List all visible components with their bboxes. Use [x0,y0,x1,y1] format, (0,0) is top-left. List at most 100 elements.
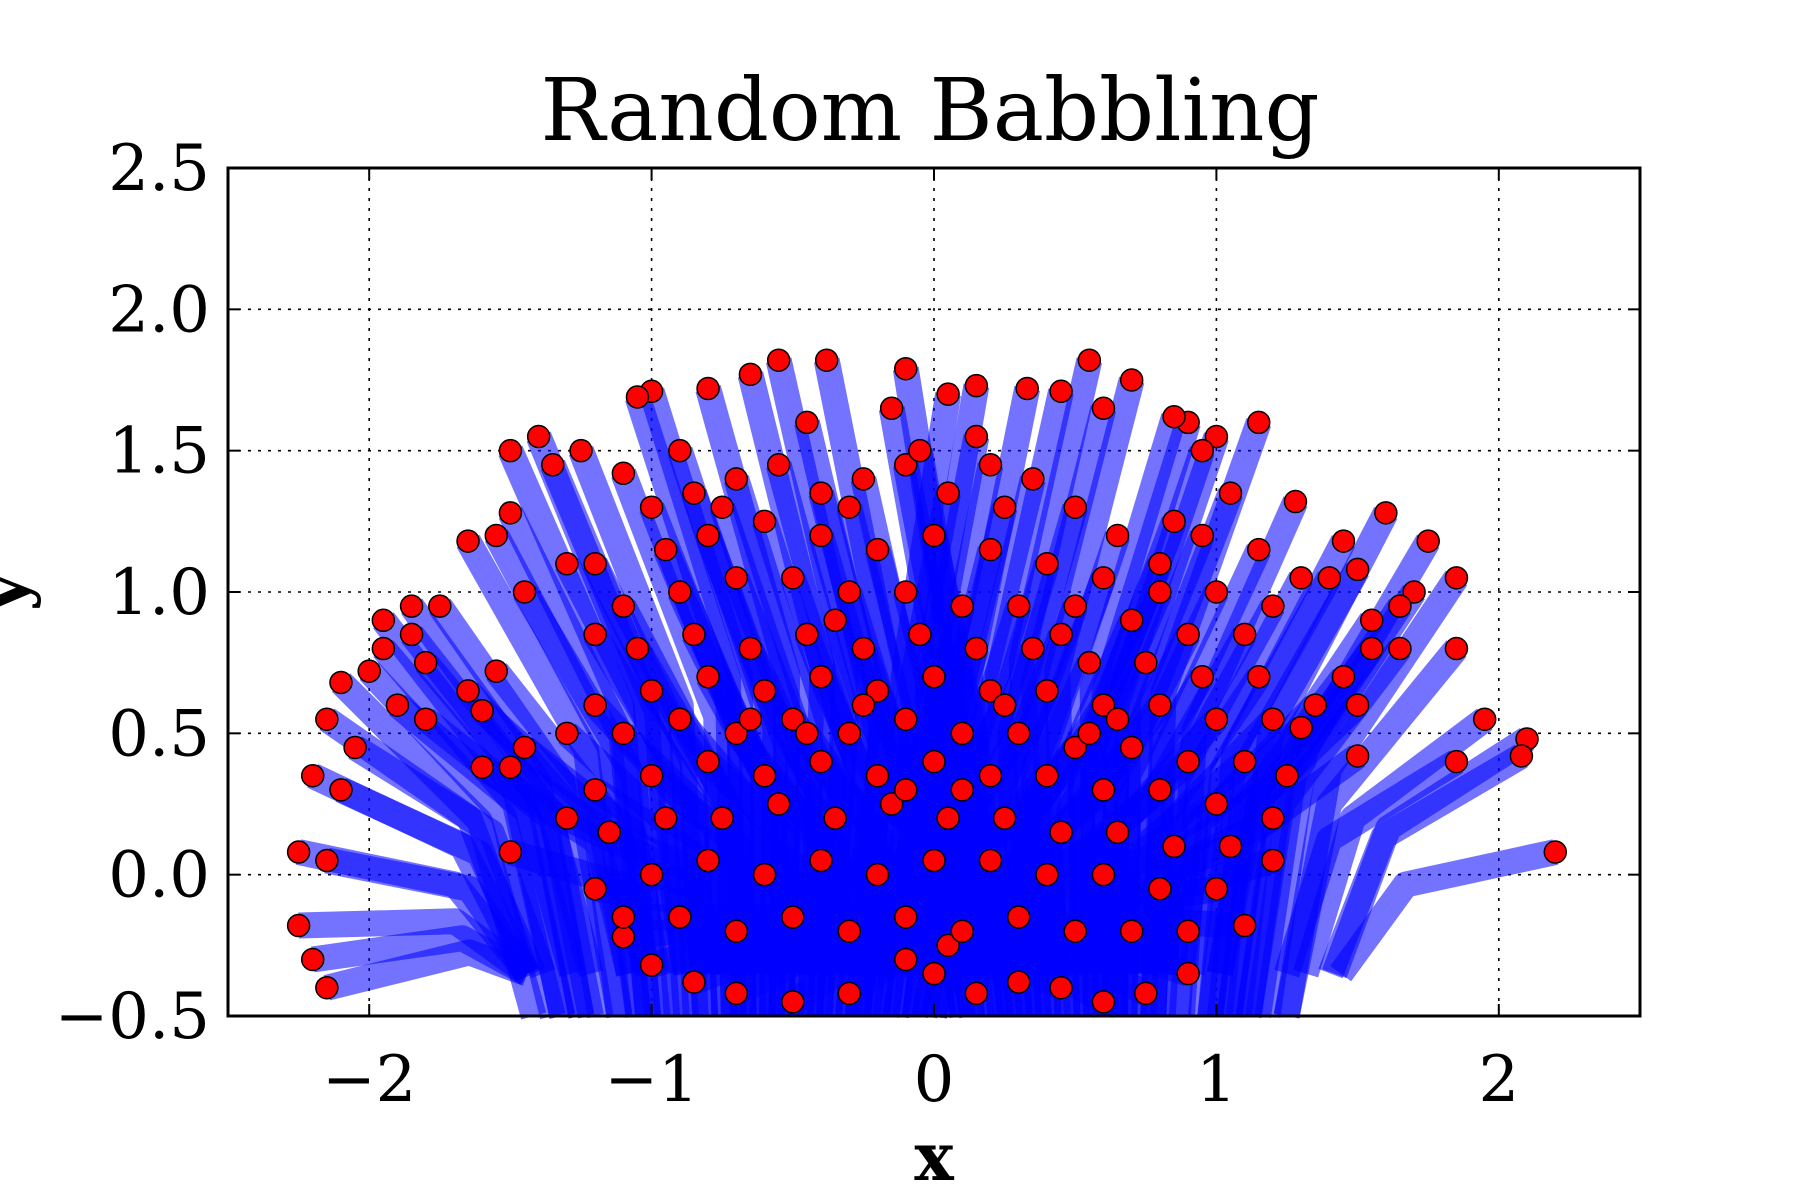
data-point [329,778,353,802]
data-point [922,523,946,548]
arm-segment [583,557,719,1017]
data-point [964,373,989,398]
data-point [1204,424,1229,449]
data-point [498,501,523,525]
data-point [371,636,396,661]
data-point [1091,693,1116,717]
arm-segment [1274,750,1464,978]
data-point [894,453,918,477]
data-point [343,735,367,760]
data-point [752,862,777,887]
data-point [865,763,890,788]
data-point [809,848,833,873]
data-point [992,806,1017,830]
data-point [1444,749,1469,774]
data-point [611,925,636,949]
y-tick-label: 0.5 [108,697,210,771]
data-point [1345,693,1370,717]
data-point [992,693,1017,717]
data-point [1021,467,1045,491]
data-point [470,755,494,780]
data-point [1006,905,1031,929]
data-point [1049,820,1073,845]
data-point [1035,763,1059,788]
data-point [1006,970,1031,994]
data-point [1091,566,1116,590]
data-point [851,636,876,661]
data-point [315,975,339,1000]
y-axis-label: y [0,571,42,612]
x-tick-label: 0 [914,1043,955,1117]
data-point [922,749,946,774]
data-point [1006,594,1031,618]
data-point [498,438,523,463]
grid [228,168,1640,1016]
data-point [724,721,749,746]
data-point [682,481,706,505]
chart-title: Random Babbling [540,61,1319,161]
y-tick-label: −0.5 [55,980,210,1054]
data-point [1021,636,1045,661]
data-point [696,749,720,774]
data-point [583,778,607,802]
data-point [879,396,904,421]
data-point [710,495,734,519]
data-point [1232,913,1257,938]
data-point [1091,862,1116,887]
data-point [1063,919,1087,943]
data-point [1261,594,1285,618]
data-point [696,523,720,548]
data-point [357,659,381,683]
data-point [894,580,918,604]
data-point [1119,919,1144,943]
data-point [724,919,749,943]
data-point [936,933,960,958]
data-point [752,679,777,703]
data-point [300,763,325,788]
data-point [865,862,890,887]
data-point [809,749,833,774]
data-point [1247,665,1271,689]
data-point [555,806,579,830]
data-point [766,453,791,477]
y-tick-label: 0.0 [108,839,210,913]
data-point [399,594,424,618]
data-point [413,707,438,731]
data-point [1134,650,1158,675]
data-point [922,961,946,986]
data-point [1049,622,1073,647]
data-point [639,679,664,703]
data-point [1176,622,1200,647]
x-tick-label: −2 [322,1043,416,1117]
data-point [300,947,325,972]
data-point [1035,551,1059,576]
data-point [1015,376,1039,401]
data-point [724,981,749,1006]
data-point [1218,834,1243,859]
data-point [865,679,890,703]
data-point [1176,919,1200,943]
data-point [1402,580,1426,604]
data-point [286,840,311,864]
data-point [1148,580,1172,604]
data-point [1472,707,1497,731]
data-point [1049,379,1073,404]
data-point [1261,806,1285,830]
data-point [611,721,636,746]
data-point [625,636,650,661]
data-point [1105,707,1130,731]
data-point [668,905,692,929]
y-tick-label: 1.5 [108,415,210,489]
data-point [1303,693,1327,717]
data-point [682,622,706,647]
data-point [781,905,805,929]
arm-segment [1318,744,1528,979]
x-tick-label: −1 [604,1043,698,1117]
data-point [865,537,890,562]
data-point [894,947,918,972]
data-point [795,410,819,435]
data-point [1247,410,1271,435]
data-point [668,438,692,463]
data-point [978,453,1003,477]
